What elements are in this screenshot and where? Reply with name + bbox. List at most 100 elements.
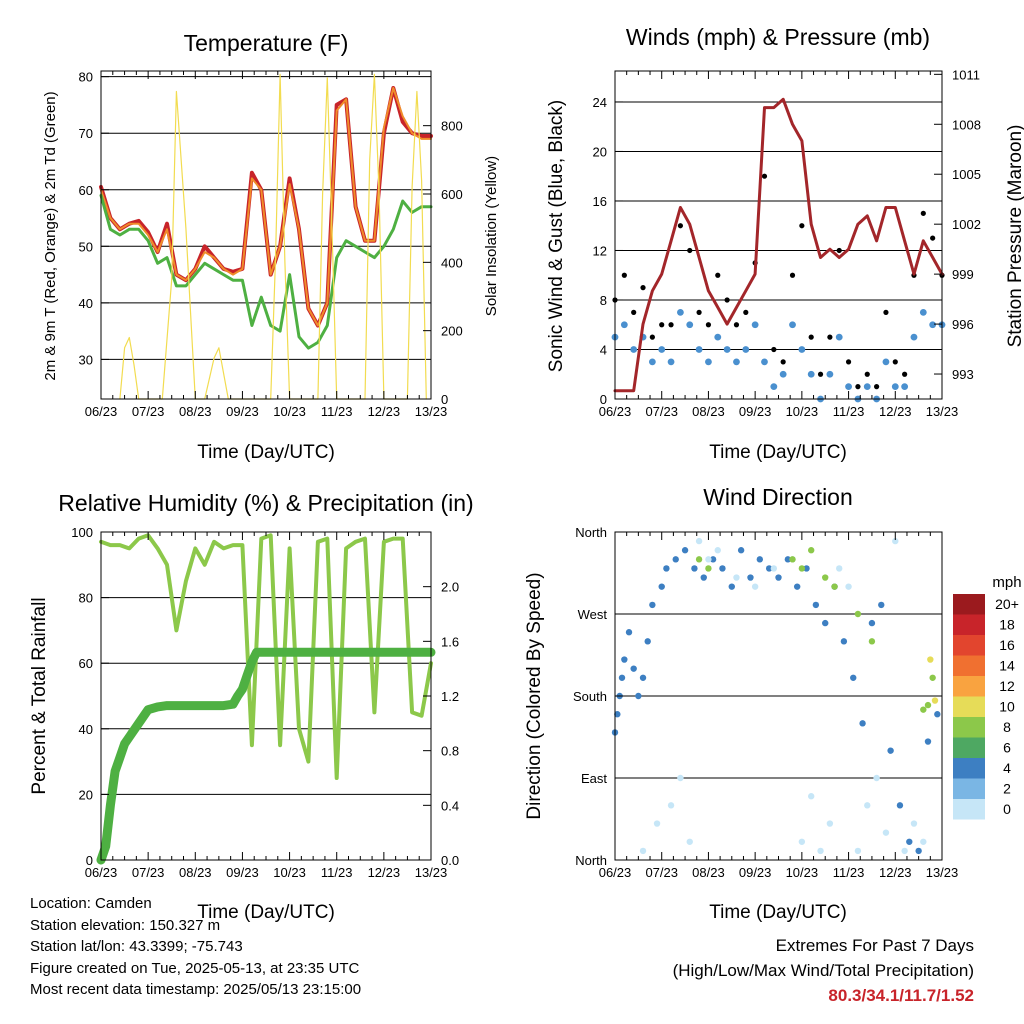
- station-latlon: Station lat/lon: 43.3399; -75.743: [30, 938, 243, 955]
- direction-point: [737, 547, 745, 554]
- legend-swatch: [953, 676, 985, 697]
- humidity-line: [99, 533, 433, 780]
- wind-point: [798, 346, 806, 353]
- speed-legend: mph 20+ 18 16 14 12 10 8 6 4 2 0: [953, 574, 1022, 820]
- x-tick-label: 09/23: [739, 865, 772, 880]
- x-tick-label: 08/23: [179, 865, 212, 880]
- direction-point: [831, 583, 838, 590]
- gust-point: [659, 322, 665, 328]
- direction-point: [747, 574, 754, 581]
- gust-point: [640, 285, 646, 291]
- wind-point: [910, 333, 918, 341]
- x-tick-label: 08/23: [692, 865, 725, 880]
- x-tick-label: 09/23: [226, 404, 259, 419]
- direction-point: [677, 774, 684, 782]
- legend-swatch: [953, 737, 985, 758]
- direction-point: [618, 674, 626, 681]
- direction-point: [822, 619, 829, 627]
- direction-point: [840, 638, 848, 645]
- winds-grid: [615, 101, 942, 350]
- legend-label: 20+: [995, 596, 1019, 612]
- x-tick-label: 10/23: [786, 404, 819, 419]
- y-tick-label: South: [573, 689, 607, 704]
- wind-point: [919, 308, 927, 316]
- y-tick-label: 8: [600, 293, 607, 308]
- speed-legend-title: mph: [992, 574, 1021, 591]
- y-right-tick-label: 0: [441, 392, 448, 407]
- y-tick-label: 60: [79, 656, 93, 671]
- direction-point: [859, 720, 866, 727]
- y-tick-label: 40: [79, 296, 93, 311]
- winds-ylabel: Sonic Wind & Gust (Blue, Black): [546, 100, 567, 372]
- gust-point: [864, 371, 870, 377]
- station-location: Location: Camden: [30, 895, 152, 912]
- y-tick-label: 0: [600, 392, 607, 407]
- direction-point: [892, 537, 899, 545]
- direction-point: [695, 556, 703, 563]
- y-tick-label: North: [575, 525, 607, 540]
- direction-point: [644, 638, 651, 645]
- gust-point: [668, 322, 674, 328]
- wind-point: [845, 383, 852, 391]
- y-right-tick-label: 996: [952, 317, 974, 332]
- temperature-title: Temperature (F): [184, 30, 349, 56]
- wind-point: [742, 346, 750, 353]
- winds-panel: Winds (mph) & Pressure (mb) Sonic Wind &…: [546, 24, 1024, 463]
- direction-point: [775, 574, 782, 581]
- direction-point: [803, 565, 810, 572]
- legend-swatch: [953, 655, 985, 676]
- legend-label: 2: [1003, 781, 1011, 797]
- x-tick-label: 11/23: [321, 404, 353, 419]
- gust-point: [780, 359, 786, 365]
- humidity-ylabel: Percent & Total Rainfall: [29, 597, 50, 794]
- direction-point: [630, 665, 637, 672]
- humidity-series: [96, 533, 436, 865]
- y-tick-label: 50: [79, 239, 93, 254]
- gust-point: [902, 371, 908, 377]
- direction-point: [635, 692, 642, 700]
- x-tick-label: 06/23: [599, 404, 632, 419]
- legend-swatch: [953, 696, 985, 717]
- wind-point: [620, 321, 628, 329]
- direction-point: [784, 556, 792, 563]
- direction-point: [728, 583, 735, 590]
- y-right-tick-label: 800: [441, 119, 463, 134]
- direction-point: [663, 565, 670, 572]
- direction-point: [649, 601, 656, 609]
- direction-point: [709, 556, 717, 563]
- y-right-tick-label: 600: [441, 187, 463, 202]
- legend-swatch: [953, 594, 985, 615]
- y-right-tick-label: 1.6: [441, 634, 459, 649]
- y-tick-label: 0: [86, 853, 93, 868]
- x-tick-label: 08/23: [692, 404, 725, 419]
- x-tick-label: 13/23: [926, 404, 959, 419]
- x-tick-label: 12/23: [368, 865, 401, 880]
- gust-point: [930, 235, 936, 241]
- wind-point: [667, 358, 675, 366]
- legend-label: 0: [1003, 801, 1011, 817]
- legend-swatch: [953, 717, 985, 738]
- direction-point: [822, 574, 829, 581]
- humidity-grid: [101, 597, 431, 795]
- direction-point: [667, 802, 675, 809]
- y-right-tick-label: 1005: [952, 167, 981, 182]
- wind-point: [807, 370, 815, 378]
- wind-direction-ticks: 06/23 07/23 08/23 09/23 10/23 11/23 12/23 13/23…: [573, 525, 958, 880]
- direction-point: [733, 574, 740, 581]
- gust-point: [631, 309, 637, 315]
- wind-point: [882, 358, 890, 366]
- x-tick-label: 11/23: [833, 404, 865, 419]
- station-info: Location: Camden Station elevation: 150.…: [30, 893, 361, 1001]
- winds-series: [611, 97, 946, 403]
- direction-point: [931, 697, 939, 704]
- y-tick-label: 20: [593, 144, 607, 159]
- wind-point: [714, 333, 722, 341]
- direction-point: [719, 565, 726, 572]
- wind-point: [751, 321, 759, 329]
- gust-point: [743, 309, 749, 315]
- gust-point: [761, 173, 768, 179]
- direction-point: [700, 574, 707, 581]
- y-tick-label: 16: [593, 194, 607, 209]
- direction-point: [798, 838, 806, 845]
- direction-point: [896, 802, 904, 809]
